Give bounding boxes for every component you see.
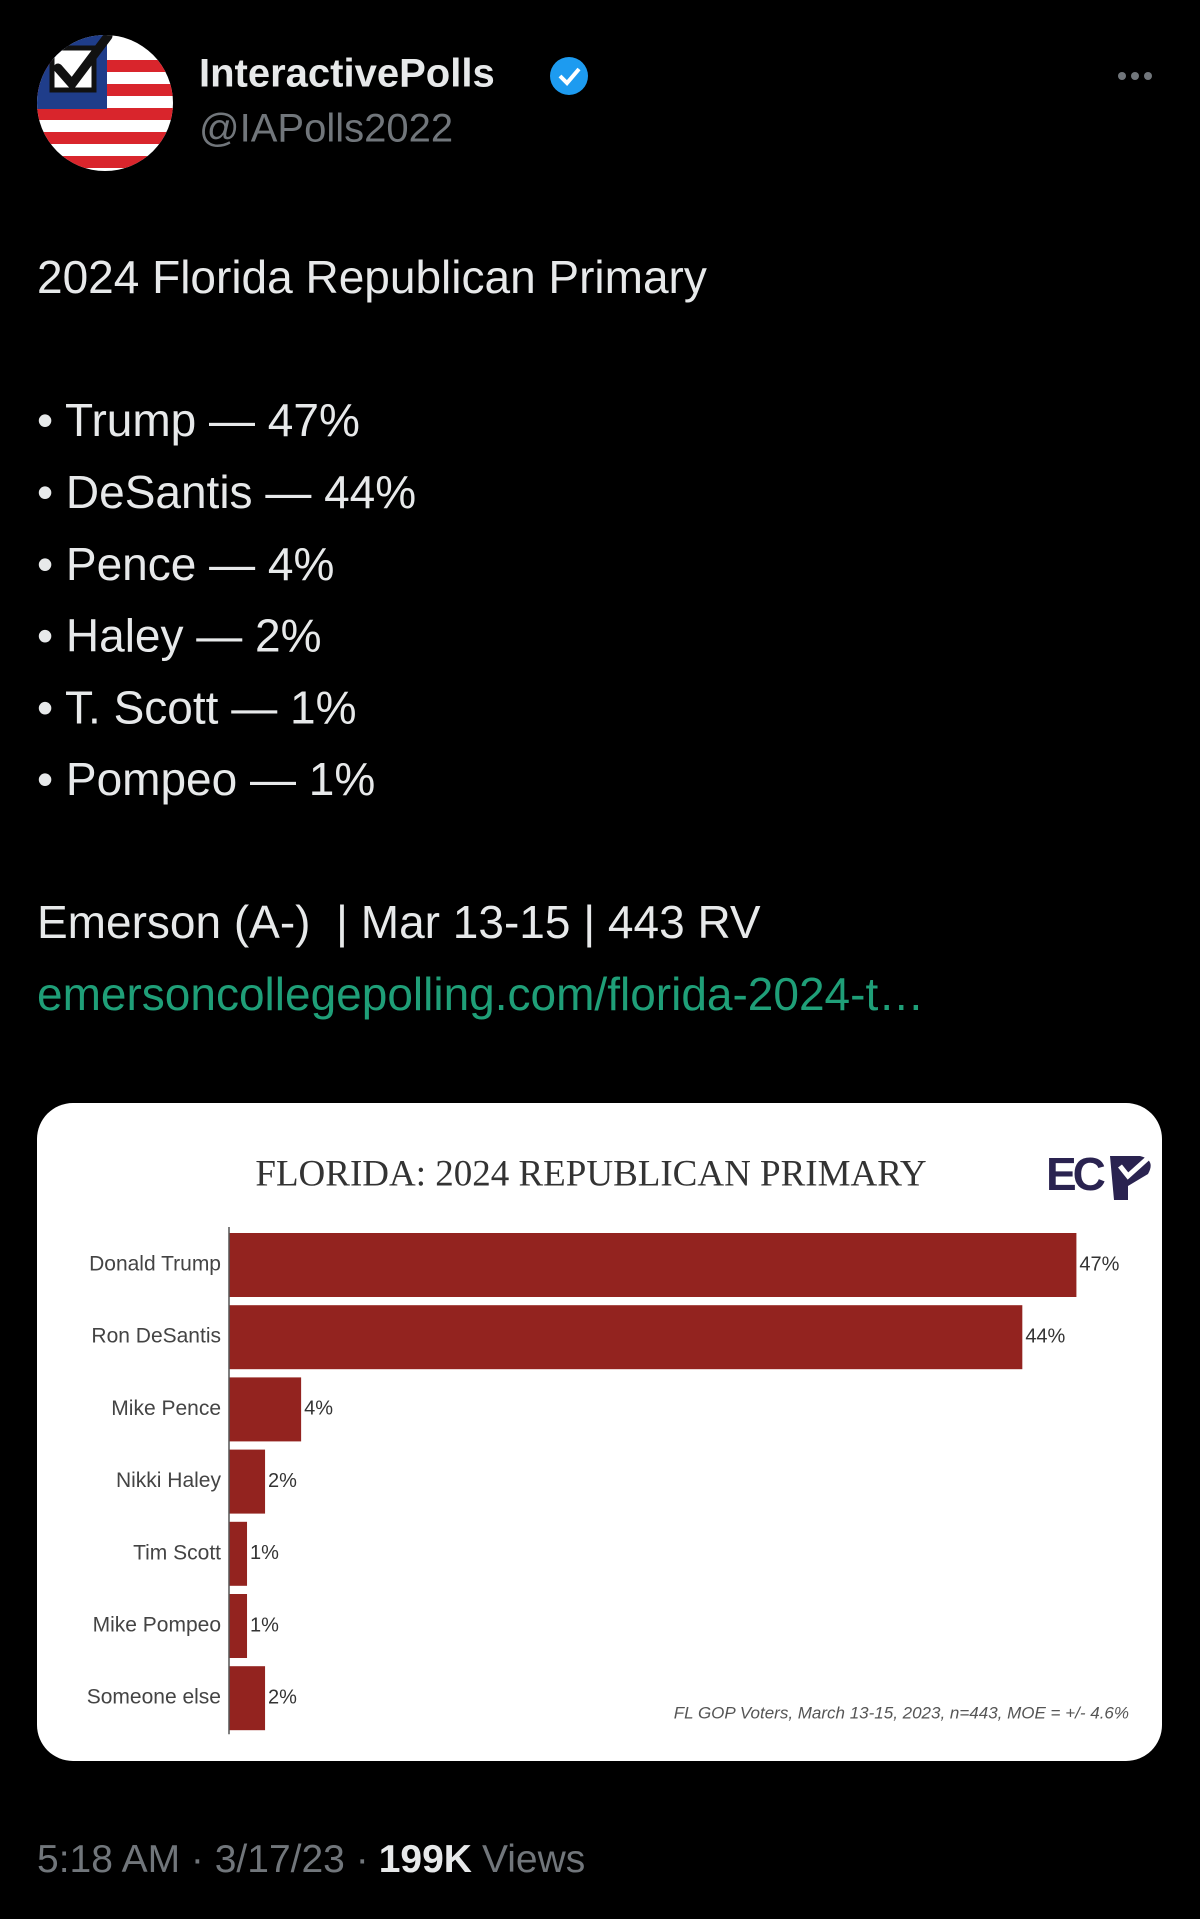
bar: [229, 1233, 1077, 1297]
category-label: Mike Pence: [111, 1397, 221, 1420]
value-label: 1%: [250, 1614, 279, 1636]
logo-text: EC: [1046, 1148, 1105, 1200]
bullet-item: • Pence — 4%: [37, 538, 334, 590]
value-label: 2%: [268, 1686, 297, 1708]
bar: [229, 1521, 248, 1586]
bullet-item: • DeSantis — 44%: [37, 466, 416, 518]
category-label: Nikki Haley: [116, 1469, 222, 1492]
category-label: Someone else: [87, 1686, 221, 1709]
value-label: 47%: [1079, 1253, 1119, 1275]
bullet-item: • Haley — 2%: [37, 610, 322, 662]
value-label: 1%: [250, 1542, 279, 1564]
handle[interactable]: @IAPolls2022: [199, 107, 453, 151]
bar: [229, 1377, 302, 1442]
category-label: Donald Trump: [89, 1253, 221, 1276]
bullet-item: • Trump — 47%: [37, 394, 360, 446]
display-name[interactable]: InteractivePolls: [199, 52, 495, 96]
value-label: 2%: [268, 1470, 297, 1492]
poll-source: Emerson (A-) | Mar 13-15 | 443 RV: [37, 896, 761, 948]
category-label: Tim Scott: [133, 1541, 221, 1564]
logo: EC: [1046, 1148, 1151, 1200]
verified-badge: [550, 57, 588, 95]
bar: [229, 1594, 248, 1658]
bullet-item: • Pompeo — 1%: [37, 753, 375, 805]
chart-note: FL GOP Voters, March 13-15, 2023, n=443,…: [674, 1703, 1129, 1722]
views-label: Views: [482, 1838, 585, 1881]
more-menu[interactable]: [1118, 72, 1152, 80]
tweet-title: 2024 Florida Republican Primary: [37, 251, 707, 303]
bar: [229, 1666, 266, 1731]
category-label: Mike Pompeo: [93, 1614, 221, 1637]
bullet-item: • T. Scott — 1%: [37, 681, 356, 733]
link[interactable]: emersoncollegepolling.com/florida-2024-t…: [37, 968, 924, 1020]
value-label: 4%: [304, 1398, 333, 1420]
timestamp: 5:18 AM · 3/17/23 ·: [37, 1838, 369, 1881]
category-label: Ron DeSantis: [91, 1325, 221, 1348]
tweet-meta: 5:18 AM · 3/17/23 · 199K Views: [37, 1838, 585, 1881]
value-label: 44%: [1025, 1325, 1065, 1347]
bar: [229, 1305, 1023, 1370]
bar: [229, 1449, 266, 1514]
avatar[interactable]: [37, 35, 173, 171]
view-count: 199K: [379, 1838, 472, 1881]
chart-card[interactable]: [37, 1103, 1162, 1761]
chart-title: FLORIDA: 2024 REPUBLICAN PRIMARY: [255, 1153, 926, 1194]
